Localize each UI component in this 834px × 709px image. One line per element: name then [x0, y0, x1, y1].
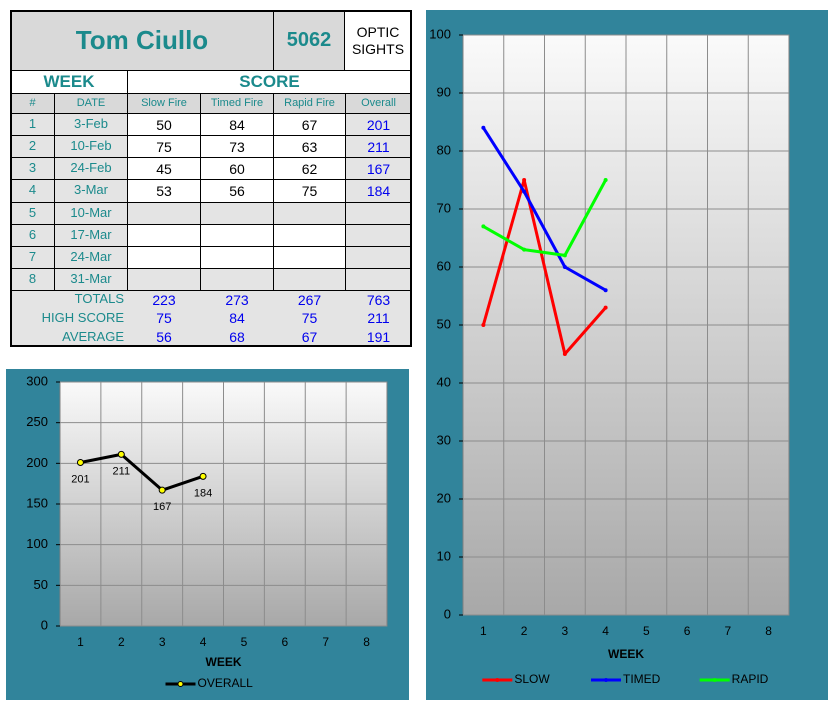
y-tick-label: 10: [437, 548, 451, 563]
x-tick-label: 7: [322, 635, 329, 649]
data-point: [562, 253, 567, 258]
x-tick-label: 8: [363, 635, 370, 649]
x-tick-label: 5: [643, 624, 650, 638]
x-tick-label: 3: [562, 624, 569, 638]
data-point: [562, 352, 567, 356]
y-tick-label: 200: [26, 455, 48, 470]
y-tick-label: 40: [437, 374, 451, 389]
y-tick-label: 60: [437, 258, 451, 273]
data-point: [117, 450, 125, 458]
x-tick-label: 1: [77, 635, 84, 649]
y-tick-label: 70: [437, 200, 451, 215]
data-point: [603, 288, 608, 293]
data-point: [481, 323, 486, 327]
data-label: 211: [113, 465, 131, 477]
legend-marker: [604, 678, 608, 682]
series-line: [482, 179, 607, 257]
y-tick-label: 50: [34, 577, 48, 592]
x-tick-label: 6: [684, 624, 691, 638]
legend-label: SLOW: [514, 672, 550, 686]
series-line: [481, 178, 607, 356]
x-tick-label: 8: [765, 624, 772, 638]
y-tick-label: 100: [429, 26, 451, 41]
legend-label: OVERALL: [198, 676, 254, 690]
y-tick-label: 90: [437, 84, 451, 99]
data-point: [522, 247, 527, 252]
y-tick-label: 0: [444, 606, 451, 621]
data-point: [603, 178, 608, 182]
data-point: [481, 224, 486, 229]
legend-marker: [712, 678, 717, 682]
y-tick-label: 20: [437, 490, 451, 505]
x-tick-label: 2: [118, 635, 125, 649]
data-point: [481, 125, 486, 130]
x-tick-label: 7: [725, 624, 732, 638]
data-point: [603, 305, 608, 310]
x-tick-label: 5: [241, 635, 248, 649]
y-tick-label: 150: [26, 495, 48, 510]
legend-marker: [177, 681, 184, 687]
x-tick-label: 2: [521, 624, 528, 638]
y-tick-label: 100: [26, 536, 48, 551]
legend-marker: [495, 678, 500, 682]
y-tick-label: 300: [26, 373, 48, 388]
y-tick-label: 50: [437, 316, 451, 331]
x-tick-label: 6: [281, 635, 288, 649]
y-tick-label: 250: [26, 414, 48, 429]
series-line: [80, 452, 204, 492]
x-tick-label: 3: [159, 635, 166, 649]
legend-label: TIMED: [623, 672, 661, 686]
data-point: [158, 486, 166, 494]
x-tick-label: 1: [480, 624, 487, 638]
x-tick-label: 4: [200, 635, 207, 649]
data-point: [562, 265, 567, 269]
y-tick-label: 0: [41, 617, 48, 632]
data-point: [76, 459, 84, 467]
data-label: 184: [194, 487, 212, 499]
data-label: 167: [153, 501, 171, 513]
data-point: [199, 472, 207, 480]
series-line: [482, 126, 607, 292]
y-tick-label: 30: [437, 432, 451, 447]
data-point: [522, 189, 527, 194]
data-label: 201: [71, 473, 89, 485]
y-tick-label: 80: [437, 142, 451, 157]
x-axis-title: WEEK: [206, 655, 242, 669]
legend-label: RAPID: [732, 672, 769, 686]
x-tick-label: 4: [602, 624, 609, 638]
x-axis-title: WEEK: [608, 647, 644, 661]
data-point: [522, 178, 527, 182]
